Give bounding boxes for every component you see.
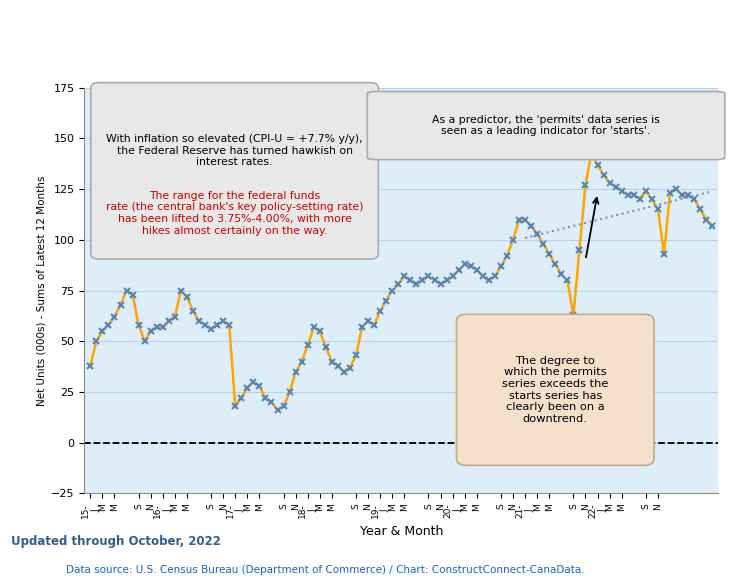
Text: ISSUED MINUS NUMBER OF HOUSING STARTS, TOTAL U.S.: ISSUED MINUS NUMBER OF HOUSING STARTS, T… bbox=[139, 30, 594, 43]
Text: Updated through October, 2022: Updated through October, 2022 bbox=[11, 535, 221, 548]
X-axis label: Year & Month: Year & Month bbox=[360, 525, 443, 538]
Text: Data source: U.S. Census Bureau (Department of Commerce) / Chart: ConstructConne: Data source: U.S. Census Bureau (Departm… bbox=[66, 565, 585, 575]
Text: With inflation so elevated (CPI-U = +7.7% y/y),
the Federal Reserve has turned h: With inflation so elevated (CPI-U = +7.7… bbox=[106, 134, 363, 168]
Text: The degree to
which the permits
series exceeds the
starts series has
clearly bee: The degree to which the permits series e… bbox=[502, 356, 608, 424]
FancyBboxPatch shape bbox=[457, 314, 654, 465]
Y-axis label: Net Units (000s) - Sums of Latest 12 Months: Net Units (000s) - Sums of Latest 12 Mon… bbox=[37, 175, 47, 406]
Text: 12-MONTH MOVING TOTALS OF NUMBER OF RESIDENTIAL PERMITS: 12-MONTH MOVING TOTALS OF NUMBER OF RESI… bbox=[101, 9, 632, 23]
Text: The range for the federal funds
rate (the central bank's key policy-setting rate: The range for the federal funds rate (th… bbox=[106, 191, 364, 235]
Text: As a predictor, the 'permits' data series is
seen as a leading indicator for 'st: As a predictor, the 'permits' data serie… bbox=[432, 115, 660, 136]
Text: (FROM NOT SEASONALLY ADJUSTED/NSA ACTUALS): (FROM NOT SEASONALLY ADJUSTED/NSA ACTUAL… bbox=[224, 56, 509, 67]
FancyBboxPatch shape bbox=[367, 92, 725, 159]
FancyBboxPatch shape bbox=[91, 82, 378, 259]
